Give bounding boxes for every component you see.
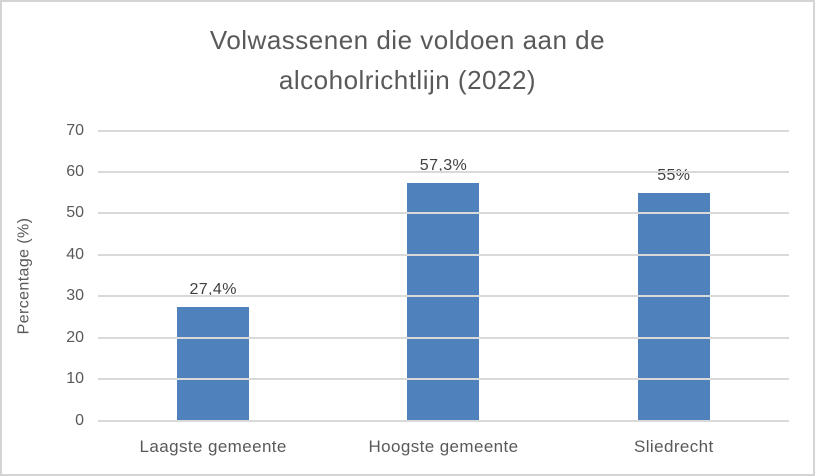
bar-value-label: 57,3% xyxy=(419,157,468,175)
y-axis-title-text: Percentage (%) xyxy=(15,217,33,334)
bar-slot: 55% xyxy=(559,131,789,421)
y-tick-label: 30 xyxy=(66,287,84,305)
y-tick-label: 50 xyxy=(66,204,84,222)
y-tick-label: 0 xyxy=(75,411,84,429)
bar-value-label: 55% xyxy=(657,166,691,184)
bar xyxy=(177,307,250,421)
y-tick-label: 70 xyxy=(66,121,84,139)
x-axis-labels: Laagste gemeente Hoogste gemeente Sliedrec… xyxy=(98,437,789,457)
bar xyxy=(407,183,480,421)
gridline xyxy=(98,129,789,132)
gridline xyxy=(98,212,789,215)
plot-area: 27,4% 57,3% 55% xyxy=(98,129,789,422)
bar-slot: 57,3% xyxy=(328,131,558,421)
y-axis-ticks: 0 10 20 30 40 50 60 70 xyxy=(46,122,98,429)
bars-row: 27,4% 57,3% 55% xyxy=(98,131,789,421)
plot-column: 27,4% 57,3% 55% Laagste gemeente Hoogste ge… xyxy=(98,129,789,457)
bar-value-label: 27,4% xyxy=(189,281,237,299)
y-tick-label: 40 xyxy=(66,245,84,263)
gridline xyxy=(98,419,789,422)
gridline xyxy=(98,171,789,174)
y-tick-label: 20 xyxy=(66,328,84,346)
y-tick-label: 60 xyxy=(66,163,84,181)
y-axis-title: Percentage (%) xyxy=(2,131,46,421)
bar xyxy=(637,192,710,421)
gridline xyxy=(98,378,789,381)
x-axis-category-label: Sliedrecht xyxy=(634,436,714,456)
bar-slot: 27,4% xyxy=(98,131,328,421)
gridline xyxy=(98,336,789,339)
x-axis-category-label: Hoogste gemeente xyxy=(368,436,519,456)
gridline xyxy=(98,295,789,298)
y-tick-label: 10 xyxy=(66,370,84,388)
gridline xyxy=(98,253,789,256)
x-axis-category-label: Laagste gemeente xyxy=(139,436,287,456)
chart-title: Volwassenen die voldoen aan de alcoholri… xyxy=(209,25,606,96)
chart-body: Percentage (%) 0 10 20 30 40 50 60 70 27,4% 57,3… xyxy=(2,122,813,457)
